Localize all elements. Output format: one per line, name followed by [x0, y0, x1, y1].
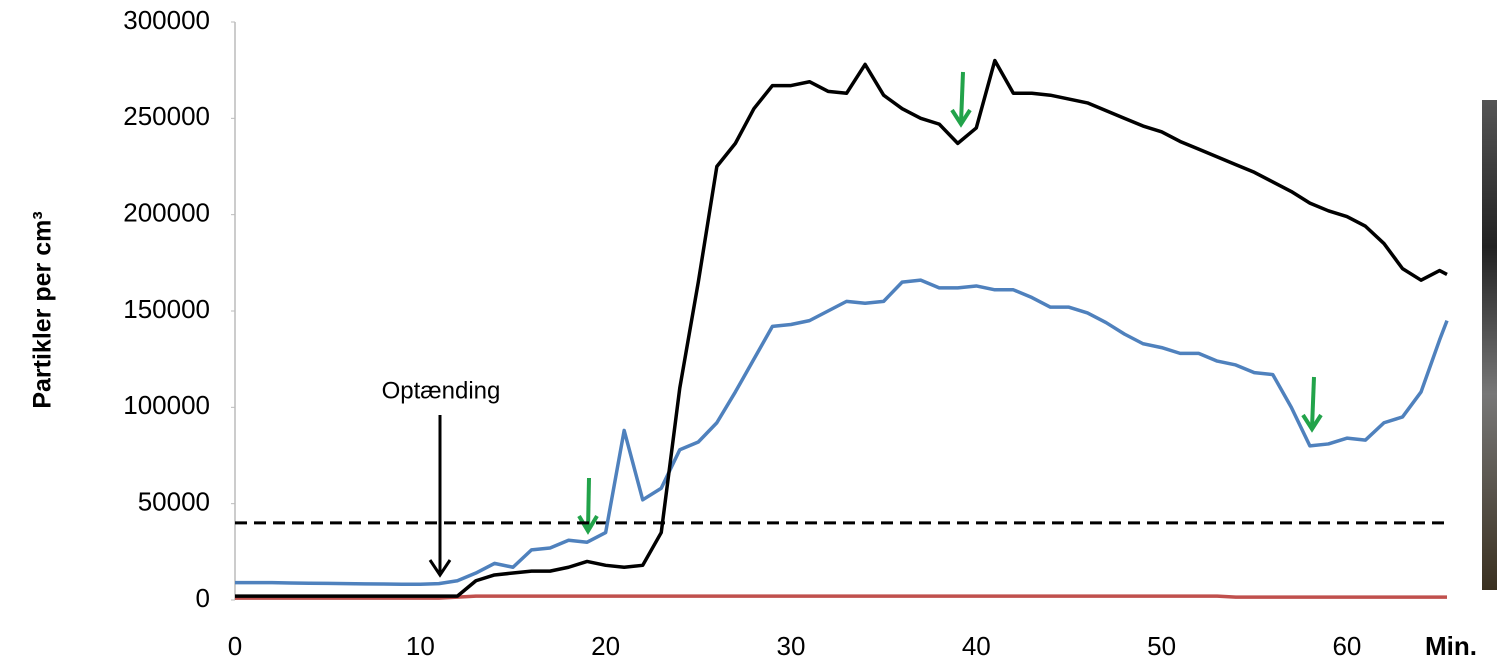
y-tick-label: 100000	[123, 390, 210, 420]
x-tick-label: 0	[228, 631, 242, 661]
green-arrows	[579, 72, 1321, 531]
x-tick-label: 10	[406, 631, 435, 661]
x-tick-label: 20	[591, 631, 620, 661]
y-tick-label: 50000	[138, 487, 210, 517]
x-tick-label: 30	[777, 631, 806, 661]
annotation: Optænding	[382, 377, 501, 404]
x-tick-label: 40	[962, 631, 991, 661]
x-tick-label: 50	[1147, 631, 1176, 661]
annotation-arrow	[430, 415, 450, 575]
y-tick-label: 0	[196, 583, 210, 613]
y-tick-label: 150000	[123, 294, 210, 324]
y-tick-label: 250000	[123, 101, 210, 131]
photo	[1482, 100, 1497, 590]
series-line	[235, 280, 1447, 584]
chart: Partikler per cm³ Min. Optænding 0 50000 1…	[0, 0, 1497, 666]
x-tick-label: 60	[1332, 631, 1361, 661]
y-tick-label: 300000	[123, 5, 210, 35]
y-tick-label: 200000	[123, 198, 210, 228]
y-axis-label: Partikler per cm³	[29, 211, 57, 408]
x-axis-label: Min.	[1425, 631, 1477, 661]
series-line	[235, 61, 1447, 597]
